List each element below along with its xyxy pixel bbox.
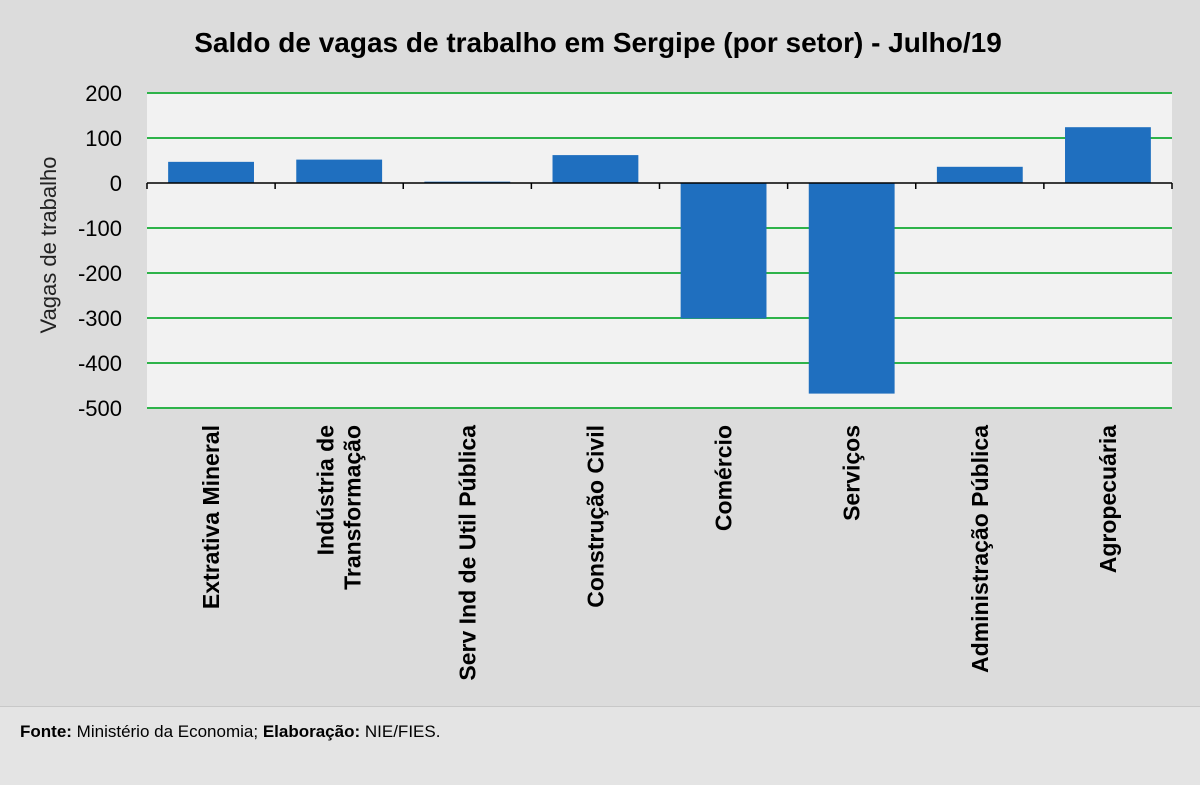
source-value: Ministério da Economia; bbox=[76, 722, 259, 741]
elaboration-value: NIE/FIES. bbox=[364, 722, 441, 741]
bar bbox=[680, 183, 767, 319]
y-tick-label: -200 bbox=[78, 261, 122, 286]
y-tick-label: -400 bbox=[78, 351, 122, 376]
bar bbox=[936, 166, 1023, 183]
x-tick-label: Serv Ind de Util Pública bbox=[454, 425, 480, 681]
source-label: Fonte: bbox=[20, 722, 72, 741]
x-tick-label: Extrativa Mineral bbox=[198, 425, 224, 609]
x-tick-label: Agropecuária bbox=[1095, 425, 1121, 573]
x-tick-label: Serviços bbox=[839, 425, 865, 521]
y-tick-label: 200 bbox=[85, 81, 122, 106]
bar-chart: Saldo de vagas de trabalho em Sergipe (p… bbox=[36, 27, 1173, 681]
y-tick-label: 100 bbox=[85, 126, 122, 151]
source-note: Fonte: Ministério da Economia; Elaboraçã… bbox=[20, 722, 440, 742]
bar bbox=[552, 155, 639, 183]
x-tick-label: Construção Civil bbox=[582, 425, 608, 608]
x-tick-label: Administração Pública bbox=[967, 425, 993, 673]
y-axis-label: Vagas de trabalho bbox=[36, 157, 61, 334]
bar bbox=[1065, 127, 1151, 183]
y-tick-label: -500 bbox=[78, 396, 122, 421]
y-tick-label: -300 bbox=[78, 306, 122, 331]
x-tick-label: Transformação bbox=[340, 425, 366, 590]
x-tick-label: Comércio bbox=[711, 425, 737, 531]
bar bbox=[296, 159, 383, 183]
y-tick-label: -100 bbox=[78, 216, 122, 241]
elaboration-label: Elaboração: bbox=[262, 722, 361, 741]
plot-area bbox=[147, 93, 1172, 408]
bar bbox=[808, 183, 895, 394]
y-tick-label: 0 bbox=[110, 171, 122, 196]
bar bbox=[168, 161, 254, 183]
chart-title: Saldo de vagas de trabalho em Sergipe (p… bbox=[194, 27, 1002, 58]
chart-footer: Fonte: Ministério da Economia; Elaboraçã… bbox=[0, 706, 1200, 785]
x-tick-label: Indústria de bbox=[313, 425, 339, 555]
